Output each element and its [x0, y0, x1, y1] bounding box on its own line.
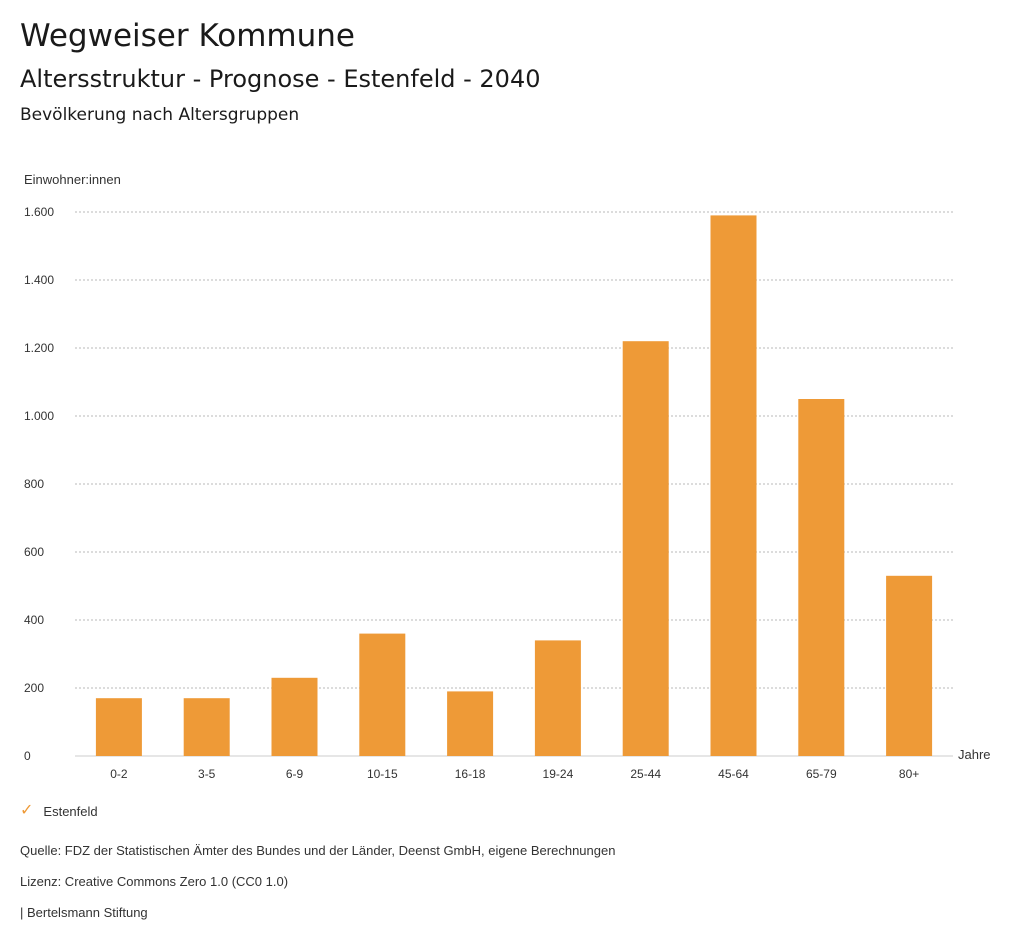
- x-tick-label: 65-79: [806, 767, 837, 781]
- y-tick-label: 1.400: [24, 273, 54, 287]
- bar: [447, 691, 494, 756]
- y-tick-label: 800: [24, 477, 44, 491]
- bar: [359, 633, 406, 756]
- x-tick-label: 45-64: [718, 767, 749, 781]
- bar: [798, 399, 845, 756]
- bar: [95, 698, 142, 756]
- y-axis-label: Einwohner:innen: [24, 172, 121, 187]
- bar: [271, 677, 318, 756]
- y-tick-label: 0: [24, 749, 31, 763]
- x-tick-label: 80+: [899, 767, 919, 781]
- bar: [183, 698, 230, 756]
- legend-label: Estenfeld: [43, 803, 98, 819]
- x-tick-label: 19-24: [543, 767, 574, 781]
- bar: [886, 575, 933, 756]
- y-tick-label: 1.000: [24, 409, 54, 423]
- source-note: Quelle: FDZ der Statistischen Ämter des …: [20, 843, 616, 858]
- y-tick-label: 1.600: [24, 205, 54, 219]
- x-tick-label: 3-5: [198, 767, 216, 781]
- x-tick-label: 0-2: [110, 767, 128, 781]
- bar-chart: Einwohner:innen 0 200 400 600 800 1.000 1.200 1.…: [24, 172, 991, 781]
- x-tick-label: 25-44: [630, 767, 661, 781]
- license-note: Lizenz: Creative Commons Zero 1.0 (CC0 1…: [20, 874, 289, 889]
- bar: [710, 215, 757, 756]
- bar: [622, 341, 669, 756]
- x-axis-label: Jahre: [958, 747, 991, 762]
- y-tick-label: 400: [24, 613, 44, 627]
- check-icon: ✓: [20, 802, 34, 819]
- x-tick-label: 6-9: [286, 767, 304, 781]
- x-tick-label: 16-18: [455, 767, 486, 781]
- bar: [534, 640, 581, 756]
- chart-subtitle: Altersstruktur - Prognose - Estenfeld - …: [20, 65, 541, 93]
- y-tick-label: 600: [24, 545, 44, 559]
- publisher-note: | Bertelsmann Stiftung: [20, 905, 148, 920]
- page-title: Wegweiser Kommune: [20, 18, 355, 54]
- chart-section-title: Bevölkerung nach Altersgruppen: [20, 105, 300, 125]
- y-tick-label: 1.200: [24, 341, 54, 355]
- y-tick-label: 200: [24, 681, 44, 695]
- x-tick-label: 10-15: [367, 767, 398, 781]
- legend-item-estenfeld[interactable]: ✓ Estenfeld: [20, 803, 98, 819]
